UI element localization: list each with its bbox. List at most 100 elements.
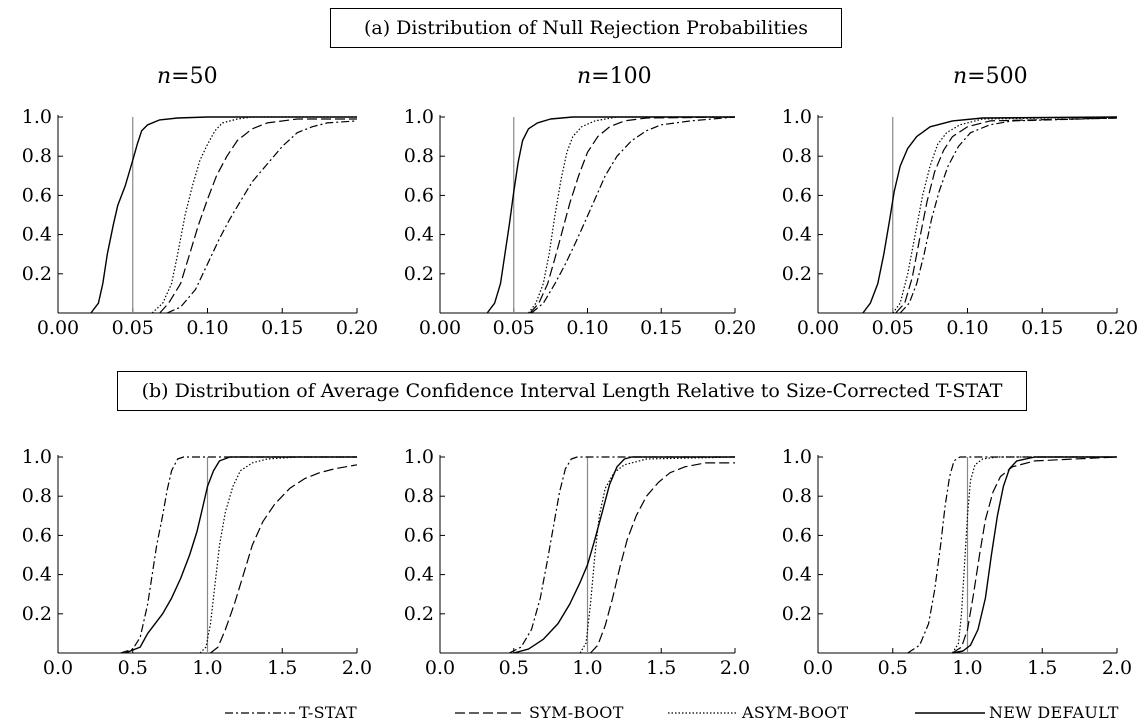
x-tick-label: 1.0 — [572, 657, 602, 679]
panel-b-title: (b) Distribution of Average Confidence I… — [117, 371, 1027, 411]
x-tick-label: 1.0 — [952, 657, 982, 679]
series-sym-boot — [952, 456, 1118, 654]
y-tick-label: 1.0 — [404, 106, 434, 128]
y-tick-label: 0.8 — [782, 485, 812, 507]
y-tick-label: 0.2 — [404, 263, 434, 285]
series-sym-boot — [895, 117, 1118, 314]
y-tick-label: 0.4 — [782, 564, 812, 586]
subplot-a-1: 0.00 0.05 0.10 0.15 0.20 0.2 0.4 0.6 0.8 1.0 — [22, 106, 378, 339]
x-tick-label: 0.0 — [425, 657, 455, 679]
y-tick-label: 1.0 — [782, 446, 812, 468]
x-tick-label: 1.0 — [192, 657, 222, 679]
y-tick-label: 0.8 — [22, 485, 52, 507]
series-sym-boot — [210, 464, 358, 654]
y-tick-label: 0.8 — [404, 145, 434, 167]
legend-swatch-longdash — [455, 711, 525, 714]
x-tick-label: 0.15 — [261, 317, 303, 339]
y-tick-label: 0.4 — [22, 564, 52, 586]
x-tick-label: 2.0 — [342, 657, 372, 679]
x-tick-label: 0.10 — [946, 317, 988, 339]
x-tick-label: 0.5 — [499, 657, 529, 679]
series-asym-boot — [951, 456, 1117, 654]
legend-item-asym-boot: ASYM-BOOT — [668, 700, 849, 725]
y-tick-label: 0.6 — [404, 524, 434, 546]
subplot-title-n100: n=100 — [577, 64, 652, 89]
series-t-stat — [509, 456, 735, 654]
series-asym-boot — [579, 456, 736, 654]
series-asym-boot — [528, 116, 735, 314]
legend-item-t-stat: T-STAT — [225, 700, 357, 725]
series-asym-boot — [199, 456, 357, 654]
x-tick-label: 1.5 — [267, 657, 297, 679]
subplot-b-3: 0.0 0.5 1.0 1.5 2.0 0.2 0.4 0.6 0.8 1.0 — [782, 446, 1132, 679]
legend-item-sym-boot: SYM-BOOT — [455, 700, 624, 725]
x-tick-label: 1.5 — [1027, 657, 1057, 679]
y-tick-label: 0.4 — [404, 564, 434, 586]
x-tick-label: 1.5 — [646, 657, 676, 679]
series-new-default — [125, 456, 357, 654]
x-tick-label: 0.00 — [797, 317, 839, 339]
legend-item-new-default: NEW DEFAULT — [915, 700, 1119, 725]
series-asym-boot — [151, 116, 357, 314]
subplot-a-2: 0.00 0.05 0.10 0.15 0.20 0.2 0.4 0.6 0.8 1.0 — [404, 106, 756, 339]
x-tick-label: 0.15 — [640, 317, 682, 339]
series-t-stat — [166, 120, 358, 314]
legend-label: ASYM-BOOT — [742, 703, 849, 722]
legend-label: T-STAT — [299, 703, 357, 722]
series-new-default — [513, 456, 735, 654]
subplot-title-n50: n=50 — [157, 64, 218, 89]
y-tick-label: 0.4 — [404, 224, 434, 246]
y-tick-label: 0.2 — [22, 263, 52, 285]
x-tick-label: 0.5 — [118, 657, 148, 679]
series-t-stat — [907, 456, 1117, 654]
x-tick-label: 0.20 — [336, 317, 378, 339]
y-tick-label: 0.4 — [782, 224, 812, 246]
y-tick-label: 0.6 — [404, 184, 434, 206]
legend-label: SYM-BOOT — [529, 703, 624, 722]
series-new-default — [952, 456, 1117, 654]
y-tick-label: 0.2 — [782, 603, 812, 625]
charts-canvas: 0.00 0.05 0.10 0.15 0.200.20.40.60.81.00.00 0… — [22, 106, 1138, 679]
panel-a-title: (a) Distribution of Null Rejection Proba… — [330, 8, 842, 48]
legend: T-STAT SYM-BOOT ASYM-BOOT NEW DEFAULT — [0, 700, 1143, 725]
y-tick-label: 0.8 — [22, 145, 52, 167]
y-tick-label: 0.2 — [782, 263, 812, 285]
x-tick-label: 0.0 — [43, 657, 73, 679]
x-tick-label: 0.00 — [419, 317, 461, 339]
legend-swatch-dotted — [668, 711, 738, 714]
legend-swatch-dashdot — [225, 711, 295, 714]
series-t-stat — [120, 456, 357, 654]
series-new-default — [486, 116, 735, 314]
x-tick-label: 0.15 — [1021, 317, 1063, 339]
series-t-stat — [531, 116, 736, 314]
series-sym-boot — [159, 118, 357, 314]
y-tick-label: 0.6 — [782, 524, 812, 546]
series-new-default — [90, 116, 357, 314]
y-tick-label: 1.0 — [404, 446, 434, 468]
x-tick-label: 0.05 — [112, 317, 154, 339]
x-tick-label: 0.10 — [186, 317, 228, 339]
x-tick-label: 2.0 — [720, 657, 750, 679]
y-tick-label: 1.0 — [22, 446, 52, 468]
series-sym-boot — [529, 116, 736, 314]
x-tick-label: 0.20 — [714, 317, 756, 339]
x-tick-label: 2.0 — [1102, 657, 1132, 679]
x-tick-label: 0.20 — [1096, 317, 1138, 339]
subplot-title-n500: n=500 — [953, 64, 1028, 89]
x-tick-label: 0.0 — [803, 657, 833, 679]
y-tick-label: 1.0 — [22, 106, 52, 128]
y-tick-label: 0.6 — [22, 184, 52, 206]
y-tick-label: 1.0 — [782, 106, 812, 128]
y-tick-label: 0.6 — [782, 184, 812, 206]
x-tick-label: 0.05 — [872, 317, 914, 339]
y-tick-label: 0.4 — [22, 224, 52, 246]
legend-label: NEW DEFAULT — [989, 703, 1119, 722]
subplot-b-1: 0.0 0.5 1.0 1.5 2.0 0.2 0.4 0.6 0.8 1.0 — [22, 446, 372, 679]
y-tick-label: 0.2 — [22, 603, 52, 625]
legend-swatch-solid — [915, 711, 985, 714]
subplot-b-2: 0.0 0.5 1.0 1.5 2.0 0.2 0.4 0.6 0.8 1.0 — [404, 446, 750, 679]
series-t-stat — [899, 117, 1118, 314]
x-tick-label: 0.05 — [493, 317, 535, 339]
series-asym-boot — [892, 116, 1118, 314]
x-tick-label: 0.10 — [566, 317, 608, 339]
